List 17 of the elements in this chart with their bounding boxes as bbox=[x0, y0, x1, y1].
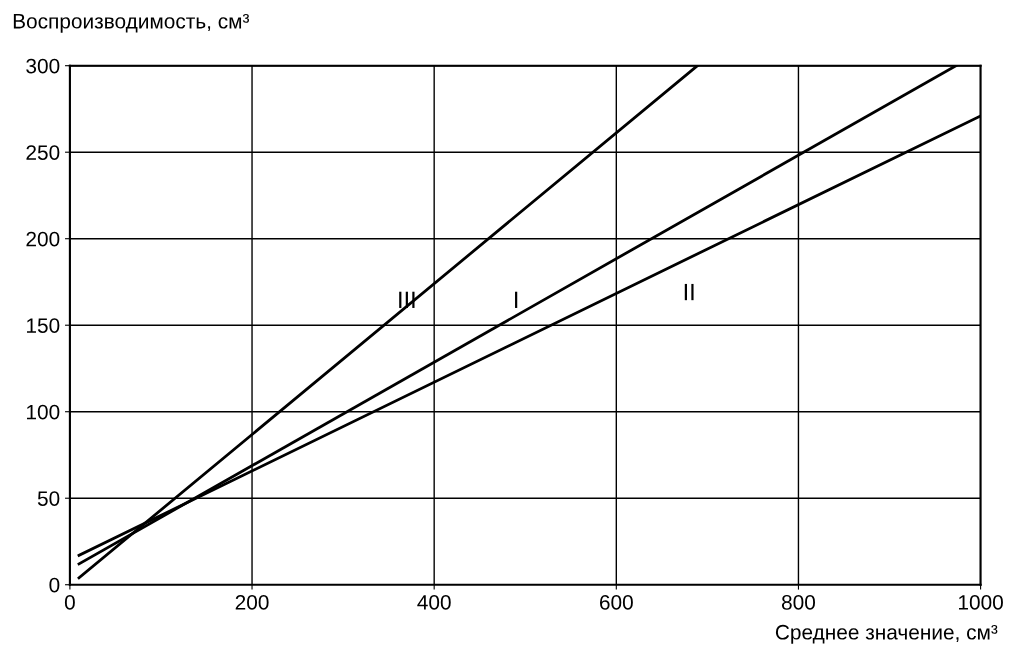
x-tick-label: 0 bbox=[64, 595, 75, 610]
annotation: I bbox=[515, 291, 518, 308]
x-tick-label: 400 bbox=[417, 595, 451, 610]
x-tick-label: 800 bbox=[781, 595, 816, 610]
x-axis-title: Среднее значение, см³ bbox=[775, 624, 998, 644]
x-tick-label: 200 bbox=[235, 595, 269, 610]
y-tick-label: 250 bbox=[26, 145, 60, 160]
y-tick-label: 0 bbox=[49, 577, 60, 593]
y-tick-label: 150 bbox=[27, 318, 60, 333]
x-tick-label: 600 bbox=[599, 595, 633, 610]
x-tick-label: 1000 bbox=[959, 595, 1003, 610]
y-tick-label: 300 bbox=[26, 58, 60, 74]
y-tick-label: 50 bbox=[37, 491, 60, 506]
y-axis-title: Воспроизводимость, см³ bbox=[13, 13, 250, 33]
annotation: II bbox=[684, 283, 694, 301]
y-tick-label: 100 bbox=[27, 404, 60, 420]
y-tick-label: 200 bbox=[26, 231, 60, 247]
